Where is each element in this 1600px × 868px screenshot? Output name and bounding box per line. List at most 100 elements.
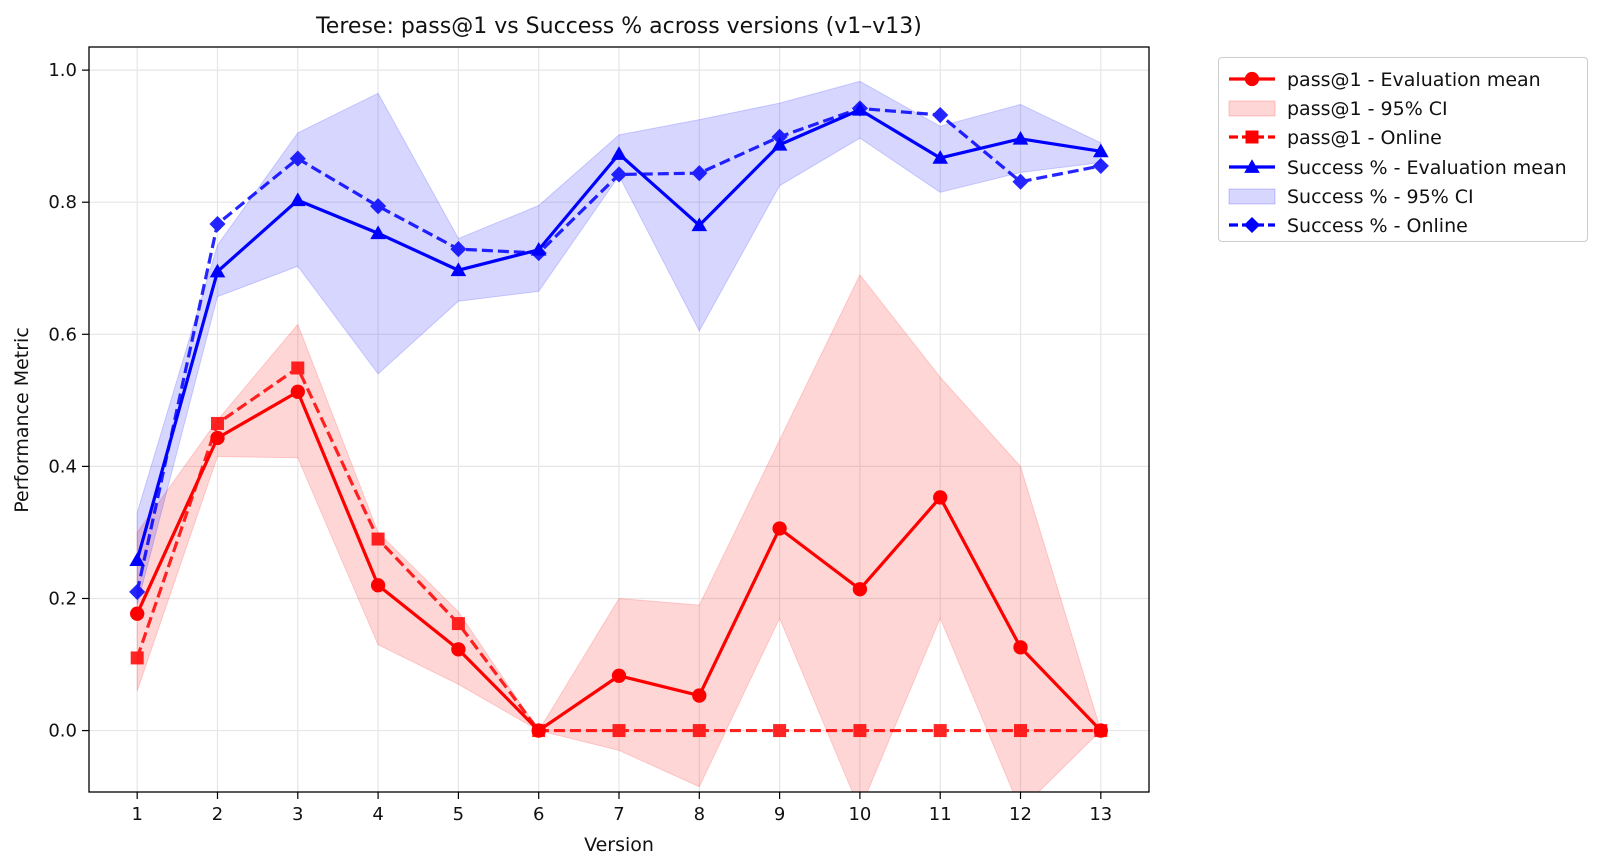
legend-item: Success % - Online [1219, 210, 1589, 240]
data-point-circle [370, 578, 386, 593]
legend-item: pass@1 - 95% CI [1219, 93, 1589, 123]
data-point-circle [290, 384, 305, 399]
legend-item: Success % - 95% CI [1219, 181, 1589, 211]
data-point-diamond [129, 583, 146, 600]
series-line [129, 100, 1109, 600]
data-point-circle [692, 688, 707, 703]
legend: pass@1 - Evaluation mean pass@1 - 95% CI p… [1218, 57, 1588, 242]
legend-swatch [1229, 71, 1275, 87]
data-point-circle [1013, 640, 1028, 655]
data-point-diamond [1012, 173, 1029, 190]
y-tick-label: 1.0 [48, 60, 77, 81]
legend-label: pass@1 - Online [1287, 127, 1442, 150]
data-point-diamond [450, 241, 467, 258]
data-point-circle [451, 642, 466, 657]
data-point-square [1014, 724, 1028, 738]
data-point-square [1094, 724, 1108, 738]
data-point-square [933, 724, 947, 738]
legend-swatch [1229, 158, 1275, 173]
data-point-diamond [1243, 216, 1261, 234]
x-axis-label: Version [584, 834, 654, 856]
legend-swatch [1229, 130, 1275, 144]
y-tick-label: 0.4 [48, 456, 77, 477]
data-point-triangle [611, 146, 627, 160]
data-point-square [1245, 130, 1259, 144]
series-line [130, 384, 1108, 738]
data-point-diamond [289, 150, 306, 167]
x-tick-label: 2 [212, 804, 223, 825]
data-point-diamond [771, 128, 788, 145]
x-tick-label: 9 [774, 804, 785, 825]
chart-title: Terese: pass@1 vs Success % across versi… [315, 14, 922, 39]
y-tick-label: 0.2 [48, 588, 77, 609]
data-point-circle [933, 490, 948, 505]
data-point-triangle [1093, 143, 1109, 158]
data-point-square [773, 724, 787, 738]
legend-item: Success % - Evaluation mean [1219, 152, 1589, 182]
x-tick-label: 1 [131, 804, 142, 825]
data-point-diamond [530, 245, 547, 262]
legend-label: Success % - Evaluation mean [1287, 156, 1567, 179]
data-point-circle [130, 606, 145, 621]
data-point-square [130, 651, 144, 665]
x-tick-label: 12 [1009, 804, 1032, 825]
legend-label: Success % - 95% CI [1287, 185, 1474, 208]
data-point-diamond [370, 198, 387, 215]
legend-item: pass@1 - Online [1219, 122, 1589, 152]
data-point-square [291, 361, 305, 375]
ci-band [136, 273, 1102, 792]
data-point-triangle [691, 217, 708, 232]
data-point-square [853, 724, 867, 738]
data-point-circle [611, 668, 627, 683]
x-tick-label: 4 [372, 804, 383, 825]
x-tick-label: 8 [694, 804, 705, 825]
data-point-square [612, 724, 626, 738]
data-point-square [692, 724, 706, 738]
series-lines [129, 100, 1109, 738]
y-tick-label: 0.6 [48, 324, 77, 345]
data-point-triangle [450, 262, 467, 277]
x-tick-label: 11 [929, 804, 952, 825]
legend-label: pass@1 - Evaluation mean [1287, 69, 1541, 91]
x-tick-label: 10 [848, 804, 871, 825]
data-point-square [532, 724, 546, 738]
legend-patch [1228, 100, 1276, 117]
axes: 1 2 3 4 5 6 7 8 9 10 11 12 130.00.20.40.60.81.0 [48, 60, 1112, 825]
data-point-square [371, 532, 385, 546]
data-point-diamond [610, 166, 628, 183]
legend-swatch [1229, 216, 1275, 234]
data-point-square [451, 617, 465, 631]
data-point-diamond [209, 215, 226, 233]
series-line [129, 101, 1109, 567]
legend-item: pass@1 - Evaluation mean [1219, 64, 1589, 94]
x-tick-label: 6 [533, 804, 544, 825]
data-point-diamond [1092, 157, 1109, 174]
data-point-triangle [129, 552, 145, 567]
data-point-circle [210, 430, 225, 446]
legend-patch [1228, 188, 1276, 205]
x-tick-label: 5 [453, 804, 464, 825]
legend-label: Success % - Online [1287, 215, 1468, 237]
y-axis-label: Performance Metric [11, 327, 33, 513]
data-point-circle [1244, 71, 1260, 87]
series-line [130, 361, 1108, 738]
x-tick-label: 13 [1089, 804, 1112, 825]
data-point-diamond [691, 165, 708, 182]
data-point-triangle [289, 192, 306, 207]
y-tick-label: 0.0 [48, 721, 77, 742]
y-tick-label: 0.8 [48, 192, 77, 213]
data-point-triangle [1244, 158, 1260, 173]
data-point-circle [772, 521, 787, 536]
legend-swatch [1228, 100, 1276, 117]
x-tick-label: 7 [613, 804, 624, 825]
legend-label: pass@1 - 95% CI [1287, 98, 1448, 121]
data-point-diamond [851, 100, 868, 117]
data-point-circle [852, 582, 868, 597]
data-point-square [210, 416, 224, 430]
data-point-triangle [209, 263, 226, 278]
data-point-triangle [1012, 131, 1029, 145]
data-point-triangle [932, 150, 949, 164]
data-point-diamond [932, 106, 949, 124]
data-point-triangle [370, 225, 386, 240]
